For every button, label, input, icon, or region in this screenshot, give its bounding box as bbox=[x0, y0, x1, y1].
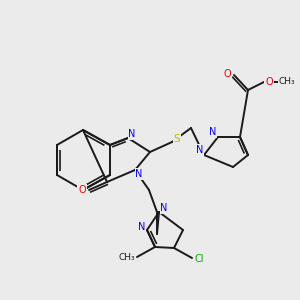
Text: O: O bbox=[223, 69, 231, 79]
Text: N: N bbox=[196, 145, 204, 155]
Text: Cl: Cl bbox=[194, 254, 204, 264]
Text: N: N bbox=[128, 129, 136, 139]
Text: N: N bbox=[209, 127, 217, 137]
Text: O: O bbox=[265, 77, 273, 87]
Text: S: S bbox=[174, 134, 180, 144]
Text: CH₃: CH₃ bbox=[119, 254, 135, 262]
Text: N: N bbox=[138, 222, 146, 232]
Text: N: N bbox=[160, 203, 168, 213]
Text: O: O bbox=[78, 185, 86, 195]
Text: N: N bbox=[135, 169, 143, 179]
Text: CH₃: CH₃ bbox=[279, 77, 295, 86]
